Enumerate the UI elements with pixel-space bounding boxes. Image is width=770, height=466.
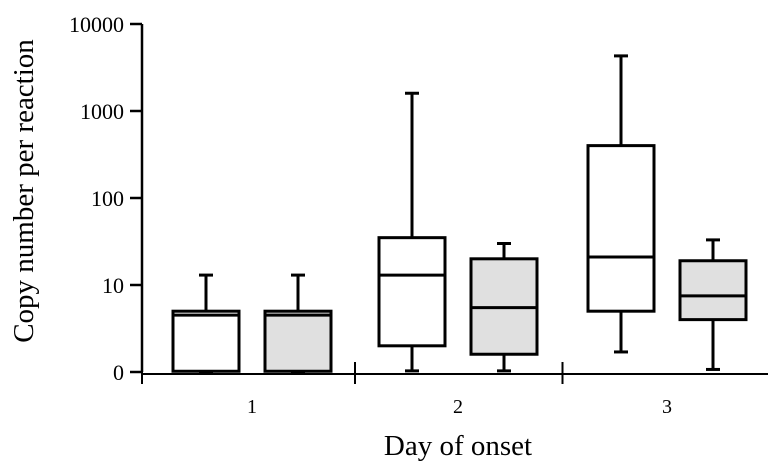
iqr-box bbox=[586, 144, 656, 313]
x-tick-label: 1 bbox=[247, 396, 257, 418]
iqr-box bbox=[171, 309, 241, 373]
box-marks bbox=[171, 54, 748, 374]
iqr-box bbox=[377, 236, 447, 348]
axes: 0 10 100 1000 10000 1 2 3 bbox=[69, 12, 768, 418]
y-tick-label: 1000 bbox=[80, 99, 124, 124]
y-axis-title: Copy number per reaction bbox=[8, 39, 40, 343]
box-1-day-2 bbox=[377, 91, 447, 373]
y-tick-label: 10 bbox=[102, 273, 124, 298]
iqr-box bbox=[678, 259, 748, 322]
box-2-day-1 bbox=[263, 273, 333, 374]
box-1-day-3 bbox=[586, 54, 656, 354]
x-axis-title: Day of onset bbox=[384, 430, 532, 462]
box-2-day-2 bbox=[469, 241, 539, 373]
x-tick-label: 3 bbox=[662, 396, 672, 418]
iqr-box bbox=[263, 309, 333, 373]
y-tick-label: 0 bbox=[113, 360, 124, 385]
box-1-day-1 bbox=[171, 273, 241, 374]
y-tick-label: 10000 bbox=[69, 12, 124, 37]
y-tick-label: 100 bbox=[91, 186, 124, 211]
box-2-day-3 bbox=[678, 238, 748, 371]
x-tick-label: 2 bbox=[453, 396, 463, 418]
